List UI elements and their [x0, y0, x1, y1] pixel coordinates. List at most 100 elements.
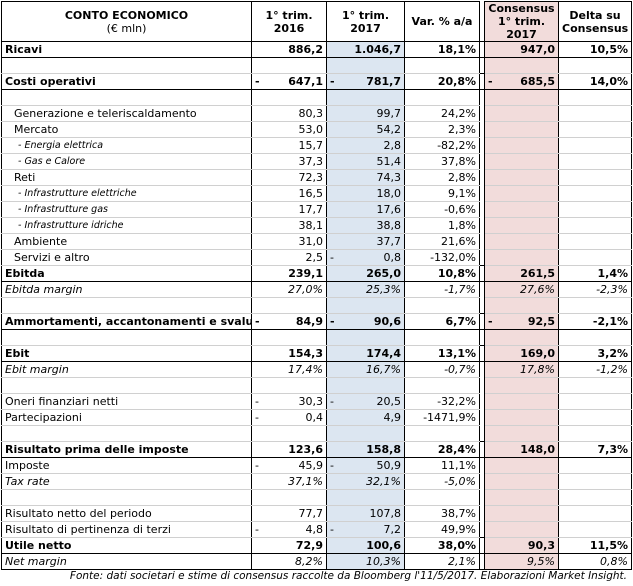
value-cell: - 0,4	[251, 409, 327, 426]
value-cell: 31,0	[251, 233, 327, 250]
row-label: Tax rate	[1, 473, 252, 490]
empty-cell	[251, 57, 327, 74]
data-row: Partecipazioni - 0,4 4,9 -1471,9%	[1, 409, 632, 426]
row-label: Utile netto	[1, 537, 252, 554]
value-cell: -2,3%	[558, 281, 632, 298]
value-cell: 18,0	[326, 185, 405, 202]
value-cell	[484, 521, 559, 538]
value-cell: 17,4%	[251, 361, 327, 378]
row-label: - Gas e Calore	[1, 153, 252, 170]
sign: -	[255, 315, 260, 328]
value-cell: -0,7%	[404, 361, 480, 378]
value-cell: 11,5%	[558, 537, 632, 554]
value-cell: -82,2%	[404, 137, 480, 154]
number: 45,9	[298, 459, 324, 472]
data-row: Costi operativi -647,1-781,7 20,8% -685,5 14…	[1, 73, 632, 90]
blank-row	[1, 377, 632, 394]
value-cell	[484, 121, 559, 138]
empty-cell	[404, 425, 480, 442]
sign: -	[255, 459, 259, 472]
number: 647,1	[288, 75, 323, 88]
data-row: - Infrastrutture idriche 38,1 38,8 1,8%	[1, 217, 632, 234]
empty-cell	[326, 89, 405, 106]
number: 781,7	[366, 75, 401, 88]
empty-cell	[404, 329, 480, 346]
value-cell	[558, 473, 632, 490]
data-row: Ebit 154,3 174,4 13,1% 169,0 3,2%	[1, 345, 632, 362]
value-cell: 7,3%	[558, 441, 632, 458]
number: 50,9	[376, 459, 402, 472]
value-cell: 947,0	[484, 41, 559, 58]
value-cell: 38,7%	[404, 505, 480, 522]
blank-row	[1, 57, 632, 74]
empty-cell	[326, 329, 405, 346]
value-cell: 38,0%	[404, 537, 480, 554]
empty-cell	[251, 489, 327, 506]
data-row: - Infrastrutture elettriche 16,5 18,0 9,1%	[1, 185, 632, 202]
row-label: Risultato di pertinenza di terzi	[1, 521, 252, 538]
number: 0,8	[383, 251, 402, 264]
value-cell	[558, 169, 632, 186]
sign: -	[330, 75, 335, 88]
value-cell	[484, 201, 559, 218]
blank-row	[1, 297, 632, 314]
empty-cell	[326, 425, 405, 442]
row-label: Risultato netto del periodo	[1, 505, 252, 522]
number: 90,6	[373, 315, 401, 328]
value-cell	[484, 217, 559, 234]
empty-cell	[251, 377, 327, 394]
value-cell: 148,0	[484, 441, 559, 458]
value-cell	[558, 457, 632, 474]
value-cell: -132,0%	[404, 249, 480, 266]
row-label: Oneri finanziari netti	[1, 393, 252, 410]
row-label: Net margin	[1, 553, 252, 570]
row-label: Ebitda margin	[1, 281, 252, 298]
value-cell	[558, 137, 632, 154]
header-cell: CONTO ECONOMICO (€ mln)	[1, 1, 252, 42]
value-cell: - 0,8	[326, 249, 405, 266]
value-cell: 17,7	[251, 201, 327, 218]
value-cell: 38,8	[326, 217, 405, 234]
data-row: Ebitda 239,1 265,0 10,8% 261,5 1,4%	[1, 265, 632, 282]
empty-cell	[484, 57, 559, 74]
value-cell: 107,8	[326, 505, 405, 522]
header-row: CONTO ECONOMICO (€ mln) 1° trim. 2016 1° …	[1, 1, 632, 42]
data-row: Tax rate 37,1% 32,1% -5,0%	[1, 473, 632, 490]
value-cell: 123,6	[251, 441, 327, 458]
value-cell: 3,2%	[558, 345, 632, 362]
data-row: Risultato prima delle imposte 123,6 158,8 2…	[1, 441, 632, 458]
value-cell: 13,1%	[404, 345, 480, 362]
row-label: Generazione e teleriscaldamento	[1, 105, 252, 122]
empty-cell	[1, 329, 252, 346]
empty-cell	[1, 377, 252, 394]
value-cell: 158,8	[326, 441, 405, 458]
empty-cell	[1, 489, 252, 506]
number: 30,3	[298, 395, 324, 408]
empty-cell	[326, 377, 405, 394]
title: CONTO ECONOMICO	[64, 8, 189, 22]
data-row: Utile netto 72,9 100,6 38,0% 90,3 11,5%	[1, 537, 632, 554]
data-row: - Gas e Calore 37,3 51,4 37,8%	[1, 153, 632, 170]
sign: -	[330, 315, 335, 328]
row-label: - Infrastrutture gas	[1, 201, 252, 218]
empty-cell	[326, 57, 405, 74]
row-label: Ambiente	[1, 233, 252, 250]
data-row: Risultato di pertinenza di terzi -4,8-7,2…	[1, 521, 632, 538]
footer-note: Fonte: dati societari e stime di consens…	[69, 570, 627, 582]
value-cell: - 781,7	[326, 73, 405, 90]
data-row: - Infrastrutture gas 17,7 17,6 -0,6%	[1, 201, 632, 218]
empty-cell	[558, 297, 632, 314]
value-cell: 4,9	[326, 409, 405, 426]
sign: -	[488, 315, 493, 328]
empty-cell	[558, 425, 632, 442]
row-label: Servizi e altro	[1, 249, 252, 266]
row-label: Imposte	[1, 457, 252, 474]
sign: -	[330, 459, 334, 472]
row-label: Mercato	[1, 121, 252, 138]
sign: -	[255, 523, 259, 536]
value-cell: 10,8%	[404, 265, 480, 282]
value-cell: -1,7%	[404, 281, 480, 298]
header-cell: Delta su Consensus	[558, 1, 632, 42]
value-cell: 2,8	[326, 137, 405, 154]
number: 685,5	[520, 75, 555, 88]
